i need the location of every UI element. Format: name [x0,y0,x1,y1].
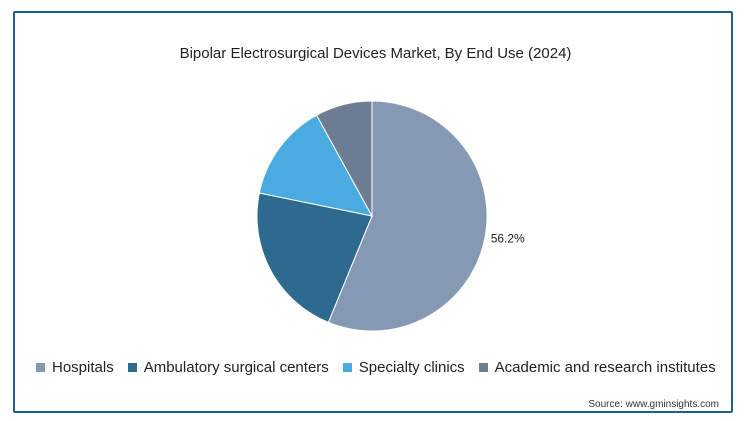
legend-label: Specialty clinics [358,359,465,376]
chart-legend: Hospitals Ambulatory surgical centers Sp… [36,359,716,376]
legend-label: Hospitals [52,359,114,376]
pie-slices [256,100,488,332]
legend-label: Ambulatory surgical centers [143,359,329,376]
source-note: Source: www.gminsights.com [588,399,719,410]
legend-swatch [127,363,137,372]
legend-item-hospitals: Hospitals [36,359,114,376]
pie-slice-hospitals [327,100,488,332]
chart-title: Bipolar Electrosurgical Devices Market, … [179,45,572,62]
pie-slice-specialty-clinics [258,114,373,217]
legend-swatch [478,363,488,372]
legend-swatch [342,363,352,372]
legend-item-specialty-clinics: Specialty clinics [342,359,465,376]
pie-slice-academic-and-research-institutes [315,100,373,217]
pie-labels: 56.2% [491,232,525,246]
legend-label: Academic and research institutes [494,359,716,376]
data-label: 56.2% [491,232,525,246]
legend-swatch [36,363,45,372]
legend-item-ambulatory-surgical-centers: Ambulatory surgical centers [127,359,329,376]
legend-item-academic-research-institutes: Academic and research institutes [478,359,716,376]
pie-slice-ambulatory-surgical-centers [256,192,373,324]
